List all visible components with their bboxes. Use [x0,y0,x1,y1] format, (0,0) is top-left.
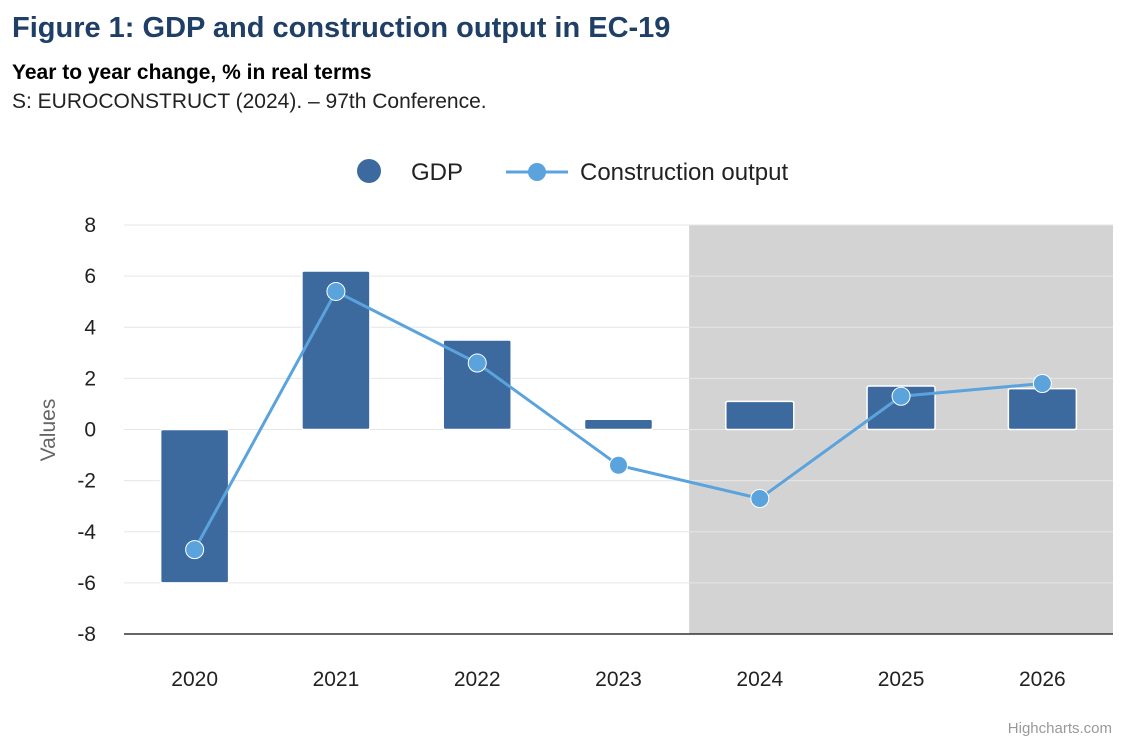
gdp-bar-2020[interactable] [159,428,230,584]
gdp-bar-2021[interactable] [301,270,371,431]
y-tick-label: 8 [84,214,96,237]
gdp-bar-2024[interactable] [725,400,795,431]
construction-point-2021[interactable] [326,281,346,301]
y-tick-label: -4 [77,521,96,544]
construction-point-2023[interactable] [609,455,628,475]
axis-layer: 8 6 4 2 0 -2 -4 -6 -8 2020 2021 2022 2023 2024 2025 202… [77,214,1113,691]
y-tick-label: 4 [84,316,96,339]
x-tick-label: 2025 [878,668,925,691]
y-tick-label: -6 [77,572,96,595]
legend: GDP Construction output [357,159,788,186]
y-tick-label: 6 [84,265,96,288]
legend-construction-marker [528,163,546,181]
x-tick-label: 2020 [171,668,218,691]
chart-title: Figure 1: GDP and construction output in… [12,12,671,44]
gdp-bar-2023[interactable] [583,418,654,431]
chart-subtitle: Year to year change, % in real terms [12,61,372,84]
y-tick-label: -2 [77,470,96,493]
construction-line [185,281,1052,560]
construction-point-2025[interactable] [891,386,911,406]
gdp-bar-2022[interactable] [442,339,512,431]
y-tick-label: 0 [84,419,96,442]
legend-item-construction[interactable]: Construction output [506,159,788,186]
y-axis-title: Values [37,399,60,462]
x-tick-label: 2026 [1019,668,1066,691]
legend-gdp-marker [357,159,381,183]
legend-construction-label: Construction output [580,159,788,186]
x-tick-label: 2023 [595,668,642,691]
gdp-bar-2025[interactable] [866,385,936,431]
legend-gdp-label: GDP [411,159,463,186]
legend-item-gdp[interactable]: GDP [357,159,463,186]
construction-point-2022[interactable] [467,353,487,373]
chart-source: S: EUROCONSTRUCT (2024). – 97th Conferen… [12,90,487,113]
x-tick-label: 2021 [313,668,360,691]
construction-point-2024[interactable] [750,489,770,509]
y-tick-label: 2 [84,367,96,390]
credits-link[interactable]: Highcharts.com [1007,720,1112,737]
gdp-bars [159,270,1078,584]
x-tick-label: 2024 [736,668,783,691]
gdp-bar-2026[interactable] [1007,387,1078,431]
construction-point-2020[interactable] [185,540,205,560]
x-tick-label: 2022 [454,668,501,691]
y-tick-label: -8 [77,623,96,646]
construction-point-2026[interactable] [1032,373,1052,393]
